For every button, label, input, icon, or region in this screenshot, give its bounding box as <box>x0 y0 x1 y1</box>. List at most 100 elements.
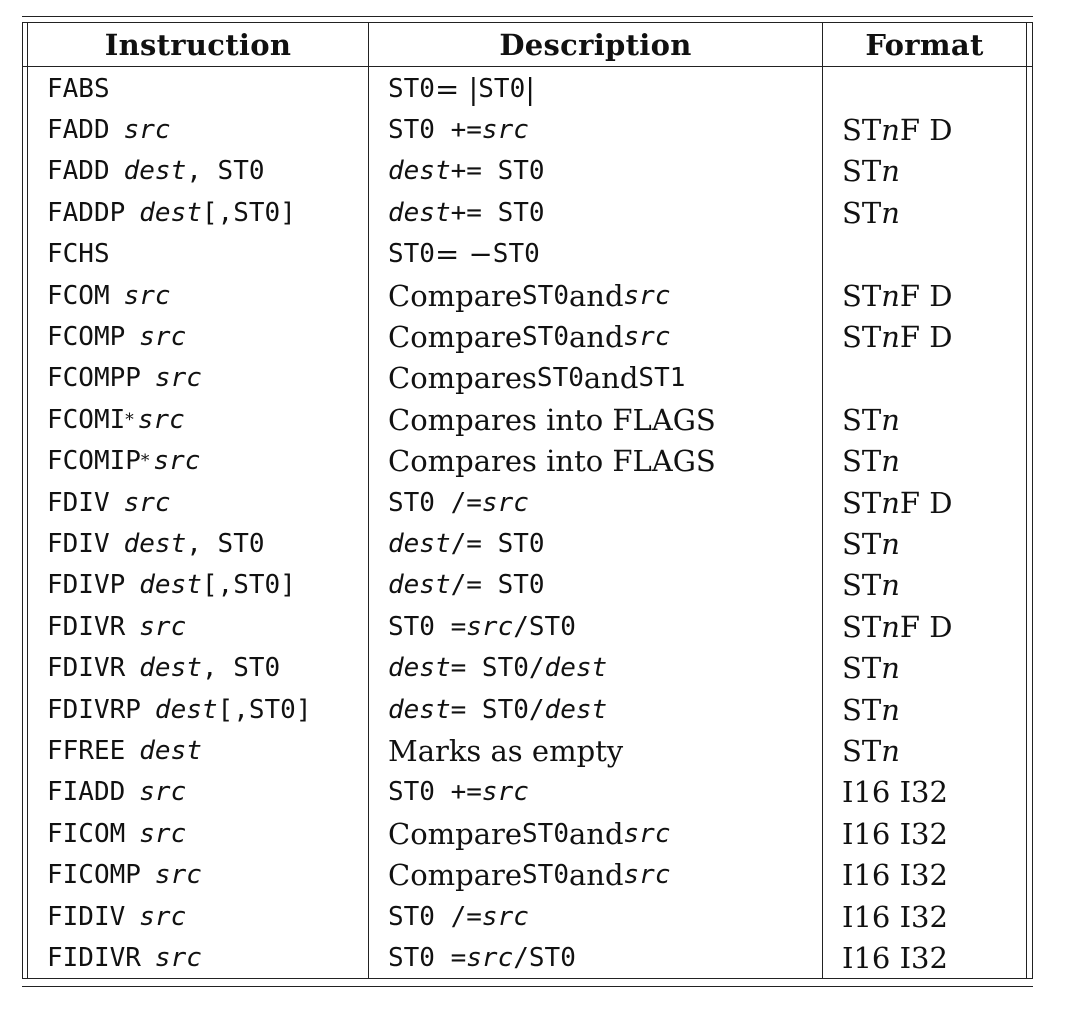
table-row: FICOM src Compare ST0 and src I16 I32 <box>22 813 1033 854</box>
format-text: ST <box>842 320 882 355</box>
format-text: I16 I32 <box>842 899 948 934</box>
format-text: ST <box>842 692 882 727</box>
instruction-cell: FDIVR dest, ST0 <box>47 648 280 689</box>
table-row: FCHS ST0 = − ST0 <box>22 234 1033 275</box>
table-row: FCOM src Compare ST0 and src ST n F D <box>22 275 1033 316</box>
description-text: src <box>481 115 529 146</box>
column-divider-1 <box>368 22 369 979</box>
format-text: ST <box>842 568 882 603</box>
instruction-text: src <box>139 322 187 353</box>
instruction-text: src <box>154 943 202 974</box>
description-cell: Compares into FLAGS <box>388 399 716 440</box>
description-text: Compares into FLAGS <box>388 402 716 437</box>
table-right-border-inner <box>1026 22 1027 979</box>
instruction-text: FADD <box>47 156 110 187</box>
format-cell: ST n <box>842 565 900 606</box>
description-text: src <box>623 860 671 891</box>
header-instruction: Instruction <box>104 28 292 62</box>
instruction-text: FDIVP <box>47 570 126 601</box>
format-text: n <box>881 444 900 479</box>
description-text: dest <box>544 653 608 684</box>
format-text: F D <box>899 320 953 355</box>
description-text: = ST0/ <box>450 653 545 684</box>
instruction-cell: FICOM src <box>47 813 186 854</box>
instruction-text: dest <box>139 570 202 601</box>
description-cell: dest += ST0 <box>388 192 545 233</box>
table-right-border <box>1032 22 1033 979</box>
instruction-text: , ST0 <box>186 529 265 560</box>
description-text: /ST0 <box>513 611 576 642</box>
instruction-text: [,ST0] <box>201 570 296 601</box>
format-text: n <box>881 320 900 355</box>
description-text: and <box>569 816 624 851</box>
format-cell: ST n F D <box>842 482 953 523</box>
instruction-text: FDIV <box>47 487 110 518</box>
instruction-text: src <box>123 280 171 311</box>
instruction-text: [,ST0] <box>217 694 312 725</box>
description-text: /ST0 <box>513 943 576 974</box>
table-row: FIDIV src ST0 /= src I16 I32 <box>22 896 1033 937</box>
description-cell: dest = ST0/dest <box>388 689 607 730</box>
description-text: dest <box>388 653 451 684</box>
format-text: n <box>881 278 900 313</box>
format-text: F D <box>899 485 953 520</box>
instruction-cell: FICOMP src <box>47 855 202 896</box>
instruction-cell: FDIVRP dest [,ST0] <box>47 689 311 730</box>
description-cell: dest = ST0/dest <box>388 648 607 689</box>
instruction-text: FIDIVR <box>47 943 141 974</box>
format-text: I16 I32 <box>842 816 948 851</box>
format-text: ST <box>842 651 882 686</box>
description-text: += ST0 <box>450 197 545 228</box>
table-row: FIDIVR src ST0 = src/ST0 I16 I32 <box>22 937 1033 978</box>
description-cell: Marks as empty <box>388 730 623 771</box>
description-text: /= ST0 <box>450 529 545 560</box>
description-text: Compare <box>388 320 523 355</box>
table-row: FDIV dest, ST0 dest /= ST0 ST n <box>22 523 1033 564</box>
table-row: FADDP dest [,ST0] dest += ST0 ST n <box>22 192 1033 233</box>
description-cell: ST0 /= src <box>388 482 529 523</box>
description-cell: Compare ST0 and src <box>388 855 671 896</box>
format-cell: ST n <box>842 689 900 730</box>
description-text: Compares into FLAGS <box>388 444 716 479</box>
description-text: ST0 <box>388 239 435 270</box>
format-text: n <box>881 568 900 603</box>
instruction-text: FDIVR <box>47 653 126 684</box>
table-row: FDIVRP dest [,ST0] dest = ST0/dest ST n <box>22 689 1033 730</box>
format-text: n <box>881 692 900 727</box>
description-text: ST0 += <box>388 115 482 146</box>
format-text: ST <box>842 609 882 644</box>
description-cell: ST0 = src/ST0 <box>388 937 576 978</box>
instruction-text: FCOMP <box>47 322 126 353</box>
instruction-text: , ST0 <box>186 156 265 187</box>
description-text: dest <box>388 694 451 725</box>
description-cell: ST0 = | ST0 | <box>388 68 535 109</box>
format-cell: I16 I32 <box>842 855 948 896</box>
table-row: FADD dest, ST0 dest += ST0 ST n <box>22 151 1033 192</box>
description-text: Marks as empty <box>388 734 624 769</box>
format-cell: I16 I32 <box>842 937 948 978</box>
table-row: FIADD src ST0 += src I16 I32 <box>22 772 1033 813</box>
instruction-text: * <box>125 409 134 430</box>
format-cell: I16 I32 <box>842 813 948 854</box>
instruction-text: dest <box>139 736 202 767</box>
table-top-border <box>22 22 1033 23</box>
instruction-cell: FFREE dest <box>47 730 202 771</box>
format-text: n <box>881 651 900 686</box>
instruction-text: FICOM <box>47 818 126 849</box>
format-text: ST <box>842 734 882 769</box>
format-text: ST <box>842 154 882 189</box>
description-text: src <box>623 322 671 353</box>
instruction-cell: FADD dest, ST0 <box>47 151 265 192</box>
description-text: src <box>623 818 671 849</box>
table-row: FICOMP src Compare ST0 and src I16 I32 <box>22 855 1033 896</box>
description-text: and <box>569 278 624 313</box>
description-cell: dest += ST0 <box>388 151 545 192</box>
format-text: n <box>881 113 900 148</box>
table-top-rule <box>22 16 1033 17</box>
description-text: ST0 /= <box>388 487 482 518</box>
format-text: ST <box>842 444 882 479</box>
instruction-table: Instruction Description Format FABS ST0 =… <box>22 22 1033 979</box>
instruction-text: FABS <box>47 73 110 104</box>
description-text: Compare <box>388 858 523 893</box>
format-text: ST <box>842 113 882 148</box>
